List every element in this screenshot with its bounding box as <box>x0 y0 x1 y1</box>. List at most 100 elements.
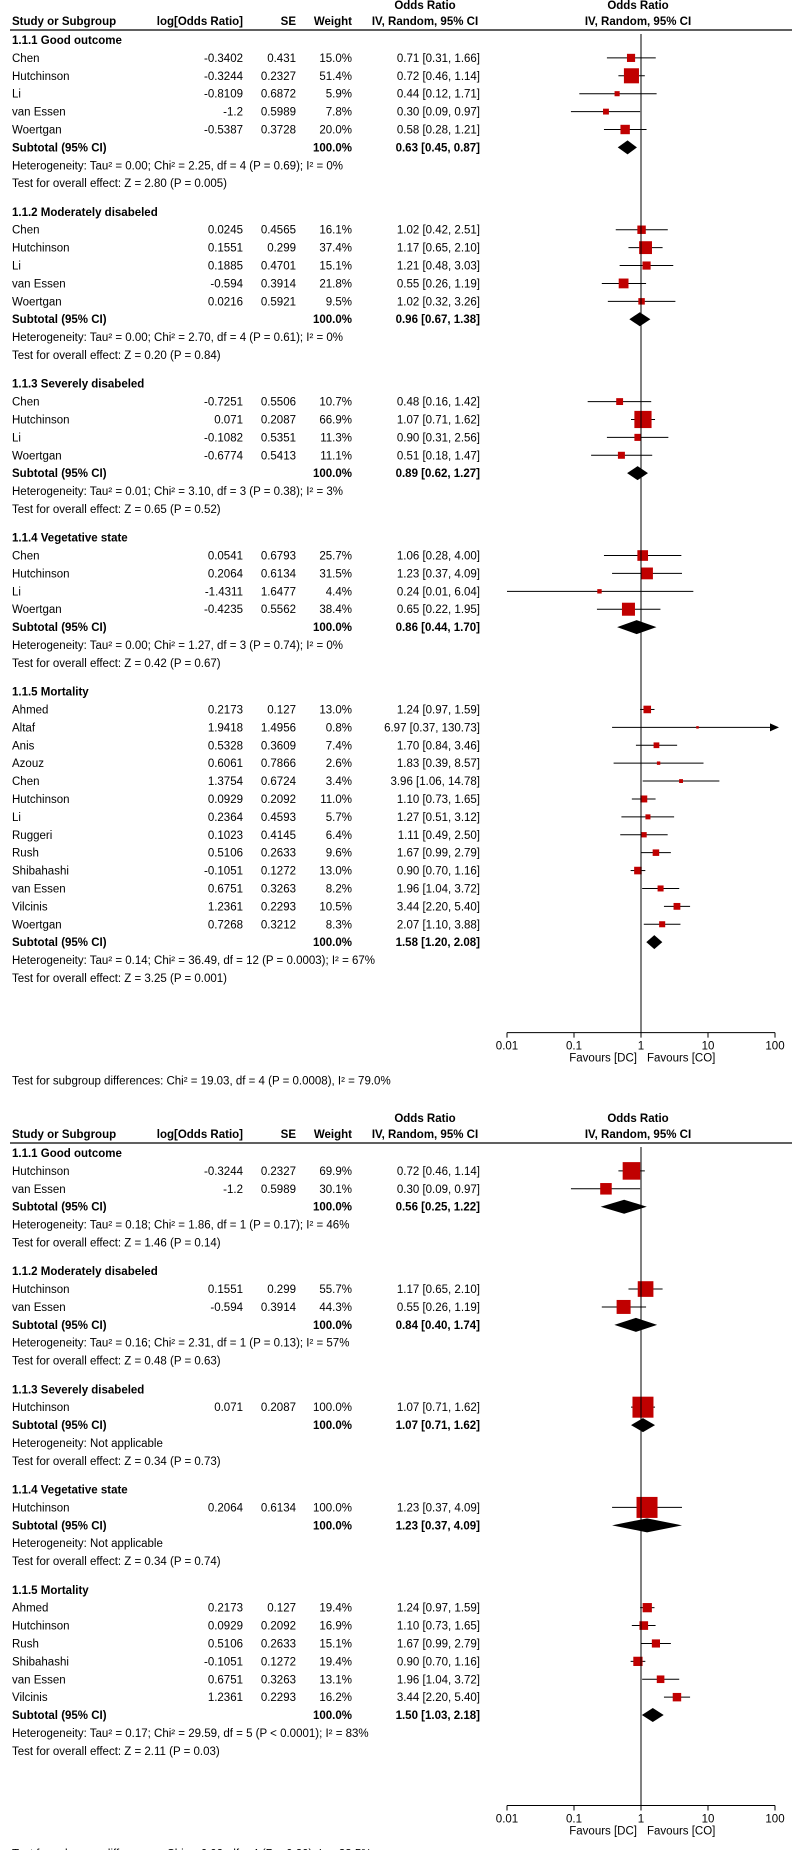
study-point <box>633 1656 643 1666</box>
study-ci: 1.96 [1.04, 3.72] <box>397 1674 480 1686</box>
subtotal-ci: 1.07 [0.71, 1.62] <box>396 1420 481 1432</box>
study-se: 0.3728 <box>261 125 296 137</box>
overall-effect-text: Test for overall effect: Z = 1.46 (P = 0… <box>12 1238 221 1250</box>
study-point <box>621 602 635 616</box>
study-name: Li <box>12 89 21 101</box>
study-weight: 44.3% <box>319 1302 352 1314</box>
study-ci: 1.67 [0.99, 2.79] <box>397 1638 480 1650</box>
header-col-log: log[Odds Ratio] <box>157 16 243 28</box>
study-name: Chen <box>12 53 40 65</box>
subgroup-title: 1.1.1 Good outcome <box>12 1148 122 1160</box>
study-log-or: 1.2361 <box>208 1692 243 1704</box>
subtotal-ci: 0.63 [0.45, 0.87] <box>396 142 481 154</box>
study-point <box>642 1603 652 1613</box>
study-point <box>641 832 647 838</box>
x-axis-tick-label: 1 <box>638 1814 644 1826</box>
study-point <box>696 726 699 729</box>
study-ci: 0.51 [0.18, 1.47] <box>397 450 480 462</box>
study-se: 0.2327 <box>261 1166 296 1178</box>
study-ci: 0.48 [0.16, 1.42] <box>397 397 480 409</box>
subtotal-label: Subtotal (95% CI) <box>12 1520 107 1532</box>
study-se: 0.6134 <box>261 568 297 580</box>
study-ci: 1.11 [0.49, 2.50] <box>398 830 480 842</box>
study-point <box>616 1299 631 1314</box>
study-ci: 1.96 [1.04, 3.72] <box>397 883 480 895</box>
study-ci: 1.67 [0.99, 2.79] <box>397 848 480 860</box>
study-log-or: 0.2064 <box>208 568 244 580</box>
subtotal-weight: 100.0% <box>313 937 352 949</box>
study-se: 1.6477 <box>261 586 296 598</box>
study-name: Ahmed <box>12 1603 48 1615</box>
study-log-or: -0.3402 <box>204 53 243 65</box>
study-log-or: -0.1051 <box>204 866 243 878</box>
study-ci: 1.23 [0.37, 4.09] <box>397 1502 480 1514</box>
heterogeneity-text: Heterogeneity: Tau² = 0.01; Chi² = 3.10,… <box>12 486 343 498</box>
study-point <box>656 1675 665 1684</box>
overall-effect-text: Test for overall effect: Z = 2.80 (P = 0… <box>12 178 227 190</box>
subgroup-title: 1.1.2 Moderately disabeled <box>12 1266 158 1278</box>
study-log-or: 0.5106 <box>208 848 243 860</box>
study-weight: 11.1% <box>320 450 352 462</box>
study-ci: 1.17 [0.65, 2.10] <box>397 243 480 255</box>
header-plot-top: Odds Ratio <box>607 1113 668 1125</box>
favours-left-label: Favours [DC] <box>569 1053 637 1065</box>
subgroup-title: 1.1.2 Moderately disabeled <box>12 207 158 219</box>
subtotal-weight: 100.0% <box>313 1202 352 1214</box>
study-log-or: -0.3244 <box>204 1166 244 1178</box>
study-log-or: 0.2173 <box>208 1603 243 1615</box>
subtotal-ci: 0.84 [0.40, 1.74] <box>396 1320 481 1332</box>
study-se: 0.2633 <box>261 1638 296 1650</box>
subtotal-weight: 100.0% <box>313 1520 352 1532</box>
study-weight: 13.0% <box>319 866 352 878</box>
subtotal-ci: 1.50 [1.03, 2.18] <box>396 1710 481 1722</box>
study-point <box>652 849 660 856</box>
study-name: Hutchinson <box>12 1166 70 1178</box>
subtotal-weight: 100.0% <box>313 314 352 326</box>
study-log-or: 0.6061 <box>208 758 243 770</box>
study-log-or: 0.2064 <box>208 1502 244 1514</box>
heterogeneity-text: Heterogeneity: Tau² = 0.00; Chi² = 2.70,… <box>12 332 343 344</box>
favours-left-label: Favours [DC] <box>569 1826 637 1838</box>
study-name: Altaf <box>12 722 36 734</box>
header-plot-top: Odds Ratio <box>607 0 668 12</box>
study-ci: 0.65 [0.22, 1.95] <box>397 604 480 616</box>
subgroup-title: 1.1.1 Good outcome <box>12 35 122 47</box>
heterogeneity-text: Heterogeneity: Tau² = 0.00; Chi² = 1.27,… <box>12 640 343 652</box>
study-se: 0.6134 <box>261 1502 297 1514</box>
heterogeneity-text: Heterogeneity: Not applicable <box>12 1438 163 1450</box>
study-point <box>600 1183 612 1195</box>
study-ci: 3.96 [1.06, 14.78] <box>390 776 480 788</box>
study-weight: 51.4% <box>319 71 352 83</box>
study-log-or: -0.5387 <box>204 125 243 137</box>
study-weight: 8.2% <box>326 883 352 895</box>
study-point <box>637 550 649 561</box>
study-point <box>659 921 666 928</box>
study-log-or: 0.071 <box>214 1402 243 1414</box>
subtotal-weight: 100.0% <box>313 468 352 480</box>
study-log-or: -1.2 <box>223 1184 243 1196</box>
study-se: 0.2092 <box>261 1621 296 1633</box>
x-axis-tick-label: 10 <box>702 1814 715 1826</box>
study-name: van Essen <box>12 1184 66 1196</box>
study-se: 0.5351 <box>261 432 296 444</box>
study-se: 0.7866 <box>261 758 296 770</box>
study-point <box>637 225 646 234</box>
study-weight: 3.4% <box>326 776 352 788</box>
subtotal-label: Subtotal (95% CI) <box>12 1710 107 1722</box>
study-ci: 1.24 [0.97, 1.59] <box>397 1603 480 1615</box>
subtotal-label: Subtotal (95% CI) <box>12 314 107 326</box>
study-ci: 1.23 [0.37, 4.09] <box>397 568 480 580</box>
study-point <box>641 567 653 580</box>
study-ci: 0.58 [0.28, 1.21] <box>397 125 480 137</box>
study-name: van Essen <box>12 1674 66 1686</box>
study-ci: 1.07 [0.71, 1.62] <box>397 1402 480 1414</box>
study-point <box>651 1639 661 1648</box>
study-name: Ahmed <box>12 704 48 716</box>
study-point <box>603 108 609 115</box>
study-name: Azouz <box>12 758 44 770</box>
study-point <box>636 1496 658 1518</box>
study-name: Li <box>12 261 21 273</box>
study-point <box>618 278 629 289</box>
subtotal-diamond <box>600 1199 647 1214</box>
study-point <box>626 53 636 62</box>
